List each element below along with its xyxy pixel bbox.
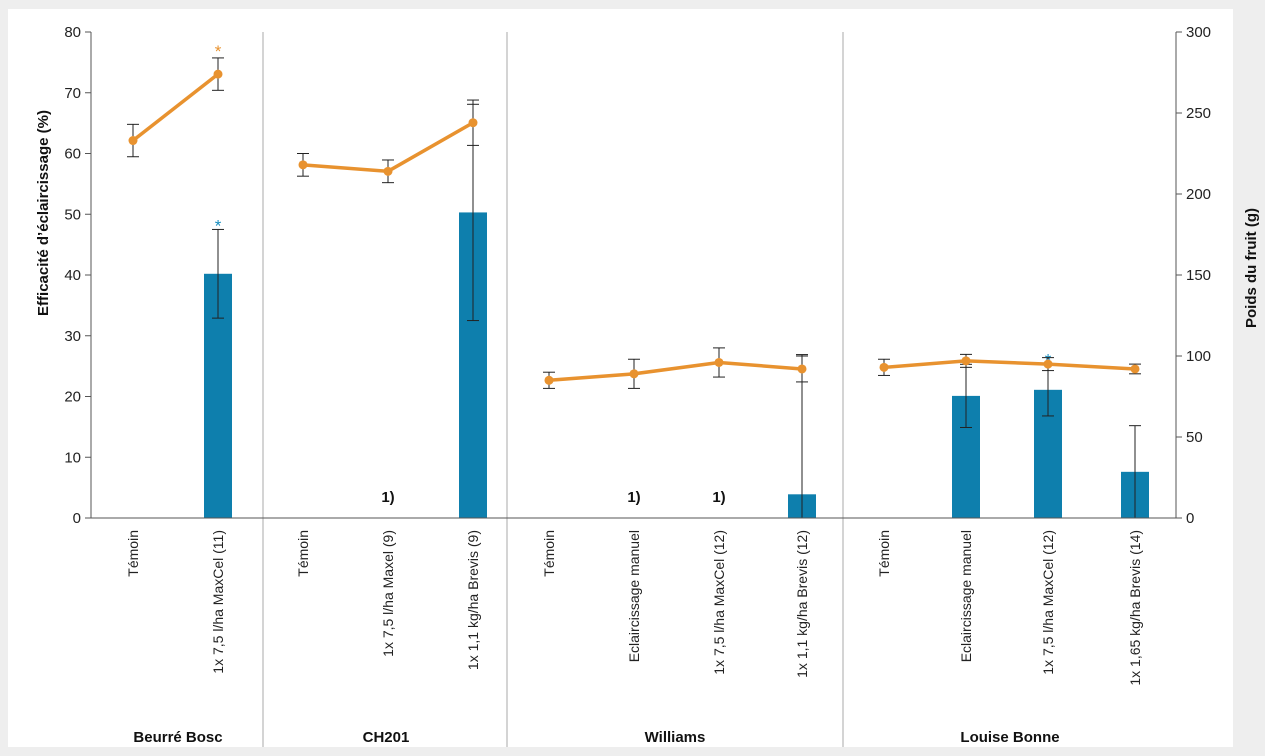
group-dividers: [262, 32, 844, 747]
category-label: 1x 7,5 l/ha MaxCel (12): [1040, 530, 1056, 675]
fruit-weight-point: [213, 69, 223, 79]
category-label: Témoin: [876, 530, 892, 577]
category-label: 1x 1,1 kg/ha Brevis (12): [794, 530, 810, 678]
y-tick-label: 70: [64, 85, 81, 102]
category-label: 1x 7,5 l/ha MaxCel (12): [711, 530, 727, 675]
y2-tick-label: 50: [1186, 429, 1203, 446]
category-label: 1x 7,5 l/ha MaxCel (11): [210, 530, 226, 674]
y2-tick-label: 100: [1186, 348, 1211, 365]
category-label: Témoin: [295, 530, 311, 577]
y-tick-label: 0: [73, 510, 81, 527]
group-label: Williams: [645, 729, 706, 746]
y-tick-label: 80: [64, 24, 81, 41]
category-label: Témoin: [541, 530, 557, 577]
fruit-weight-point: [961, 356, 971, 366]
category-label: Eclaircissage manuel: [958, 530, 974, 662]
y2-tick-label: 300: [1186, 24, 1211, 41]
category-label: 1x 7,5 l/ha Maxel (9): [380, 530, 396, 657]
fruit-weight-line: *: [127, 42, 1141, 389]
fruit-weight-point: [797, 364, 807, 374]
footnote-marker: 1): [627, 489, 640, 506]
category-label: 1x 1,65 kg/ha Brevis (14): [1127, 530, 1143, 686]
fruit-weight-point: [298, 160, 308, 170]
y-tick-label: 20: [64, 389, 81, 406]
bar-significance-star: *: [215, 216, 222, 235]
y-tick-label: 10: [64, 449, 81, 466]
line-significance-star: *: [215, 42, 222, 61]
fruit-weight-series: [131, 72, 220, 142]
fruit-weight-point: [1130, 364, 1140, 374]
category-label: Eclaircissage manuel: [626, 530, 642, 662]
fruit-weight-point: [128, 136, 138, 146]
y-tick-label: 30: [64, 328, 81, 345]
fruit-weight-point: [468, 118, 478, 128]
axes: 0 10 20 30 40 50 60 70 80 0 50 100 150 200 250 300: [64, 24, 1211, 527]
y-tick-label: 50: [64, 206, 81, 223]
y-tick-label: 40: [64, 267, 81, 284]
group-label: Beurré Bosc: [133, 729, 222, 746]
category-label: Témoin: [125, 530, 141, 577]
group-label: CH201: [363, 729, 410, 746]
category-label: 1x 1,1 kg/ha Brevis (9): [465, 530, 481, 670]
group-label: Louise Bonne: [960, 729, 1059, 746]
footnote-marker: 1): [712, 489, 725, 506]
y-axis-title: Efficacité d’éclaircissage (%): [35, 110, 52, 316]
fruit-weight-point: [714, 357, 724, 367]
fruit-weight-point: [629, 369, 639, 379]
y2-tick-label: 200: [1186, 186, 1211, 203]
y2-tick-label: 150: [1186, 267, 1211, 284]
fruit-weight-point: [1043, 359, 1053, 369]
category-labels: Témoin 1x 7,5 l/ha MaxCel (11) Témoin 1) 1x …: [125, 489, 1143, 746]
fruit-weight-point: [544, 375, 554, 385]
footnote-marker: 1): [381, 489, 394, 506]
y2-tick-label: 250: [1186, 105, 1211, 122]
fruit-weight-series: [883, 359, 1136, 371]
y2-tick-label: 0: [1186, 510, 1194, 527]
fruit-weight-point: [879, 362, 889, 372]
y2-axis-title: Poids du fruit (g): [1243, 208, 1260, 328]
fruit-weight-point: [383, 166, 393, 176]
y-tick-label: 60: [64, 146, 81, 163]
fruit-weight-series: [548, 360, 803, 383]
